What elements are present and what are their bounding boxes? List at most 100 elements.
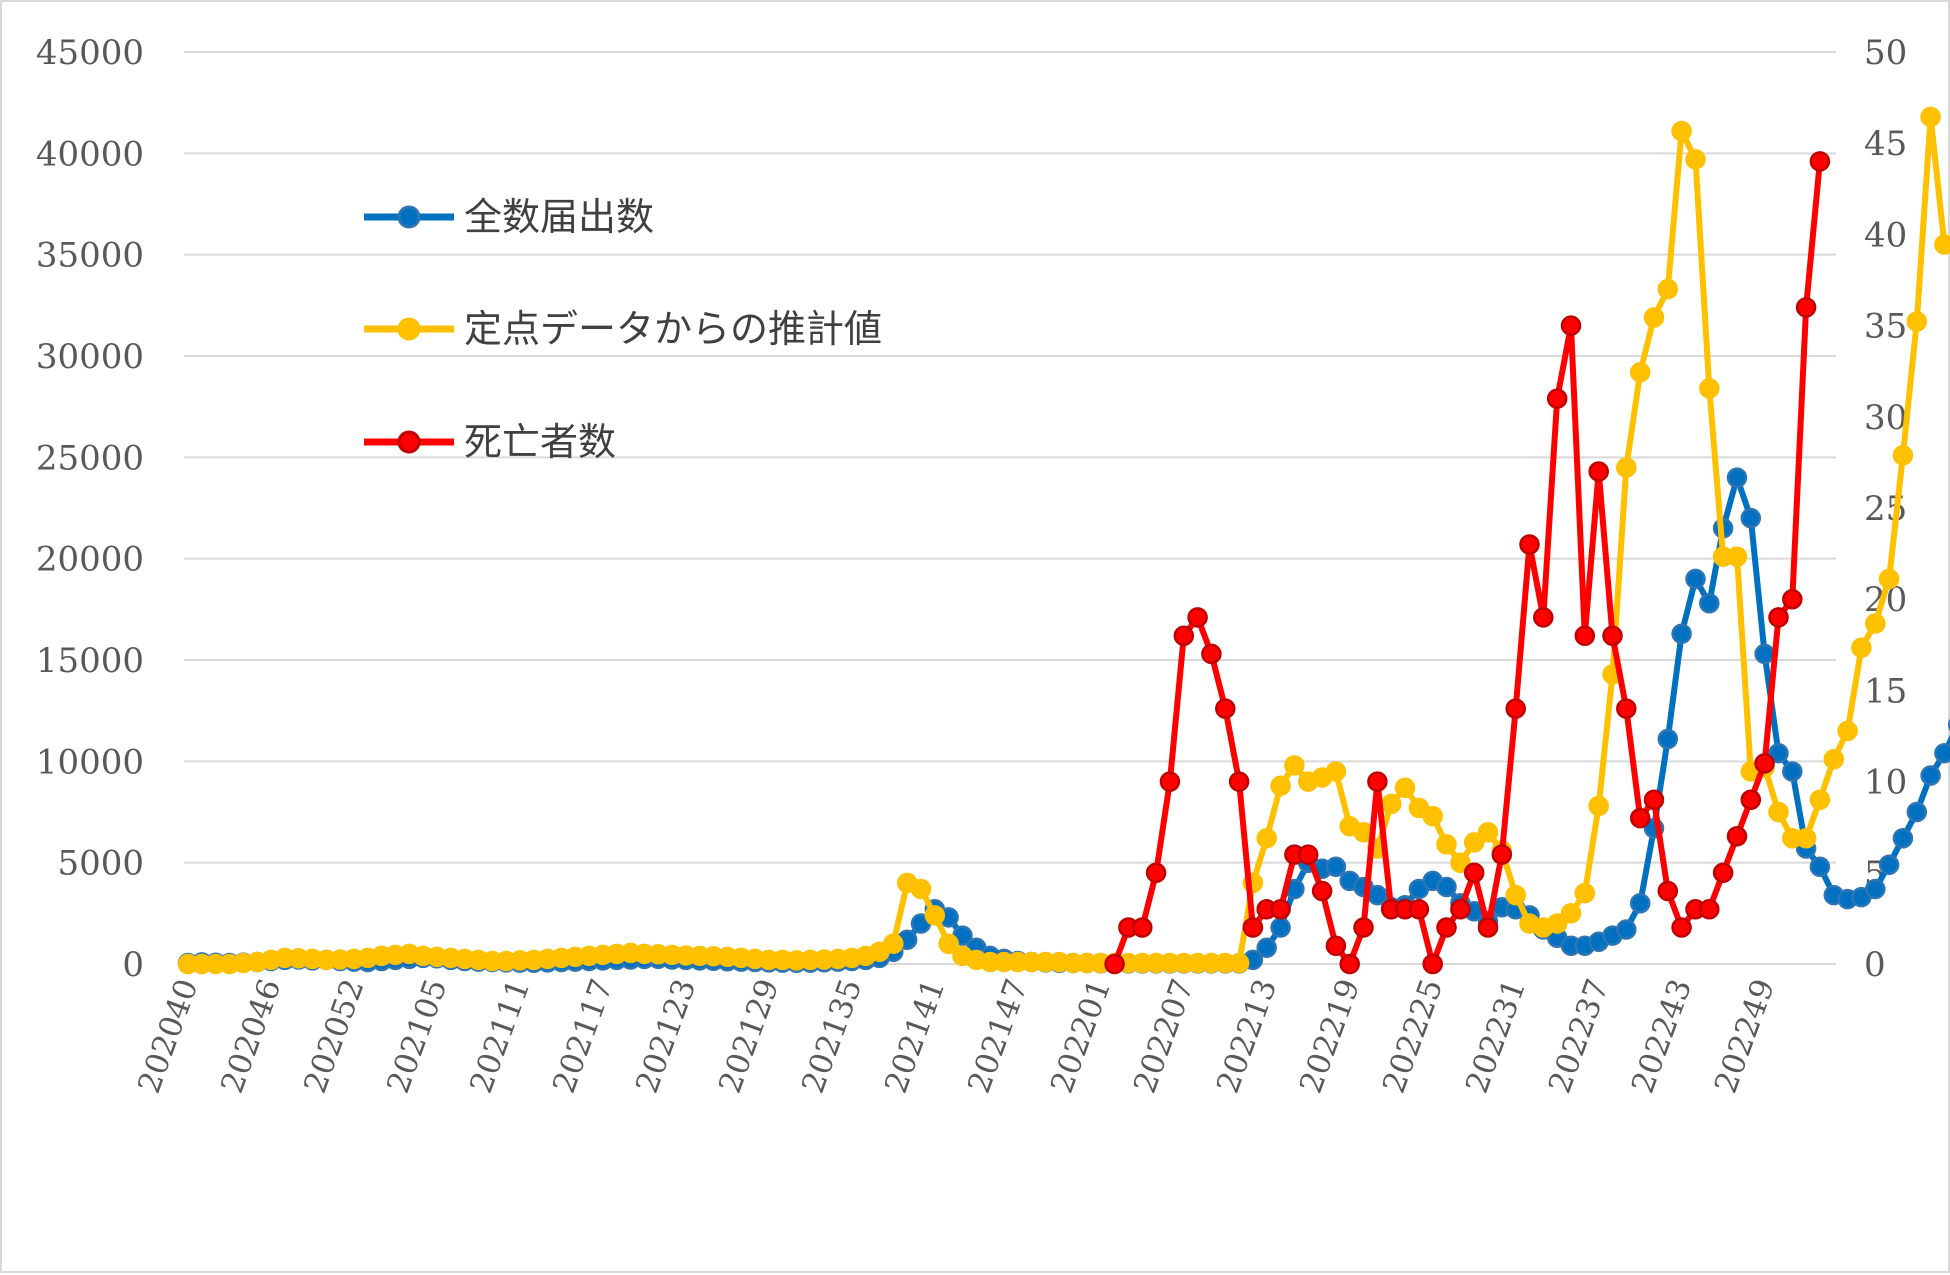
- series-0-point-115: [1768, 742, 1789, 764]
- series-1-point-112: [1726, 546, 1748, 567]
- series-2-point-41: [1671, 917, 1692, 938]
- x-tick-label-8: 202135: [795, 974, 869, 1098]
- series-2-point-0: [1104, 953, 1125, 975]
- series-0-point-105: [1629, 892, 1651, 914]
- series-1-point-53: [910, 878, 932, 900]
- legend-marker-1: [397, 317, 421, 341]
- x-tick-label-2: 202052: [297, 974, 371, 1098]
- series-2-point-10: [1242, 917, 1264, 938]
- series-2-point-25: [1450, 899, 1471, 920]
- series-1-point-124: [1892, 445, 1914, 466]
- series-2-point-37: [1616, 698, 1637, 719]
- legend-label-1: 定点データからの推計値: [464, 307, 882, 351]
- series-1-point-78: [1256, 828, 1277, 849]
- series-0-point-113: [1740, 507, 1762, 529]
- series-2-point-50: [1795, 297, 1817, 318]
- series-1-point-108: [1671, 120, 1692, 142]
- series-2-point-43: [1699, 899, 1720, 920]
- series-line-0: [187, 474, 1950, 967]
- y-left-tick-label-5: 25000: [36, 438, 144, 478]
- series-1-point-90: [1422, 805, 1443, 827]
- series-2-point-15: [1311, 880, 1333, 902]
- series-0-point-83: [1325, 856, 1347, 877]
- series-0-point-107: [1657, 728, 1679, 750]
- x-tick-label-3: 202105: [380, 974, 454, 1098]
- series-1-point-125: [1906, 311, 1928, 332]
- series-2-point-18: [1353, 917, 1374, 938]
- series-0-point-123: [1878, 854, 1900, 875]
- series-1-point-122: [1865, 613, 1886, 634]
- series-1: [177, 106, 1950, 975]
- series-2-point-6: [1187, 607, 1208, 628]
- series-1-point-100: [1560, 903, 1582, 924]
- series-2-point-14: [1297, 844, 1319, 865]
- series-2-point-35: [1588, 461, 1609, 482]
- series-2-point-51: [1809, 151, 1831, 172]
- series-2-point-28: [1491, 844, 1513, 865]
- series-2-point-27: [1477, 917, 1499, 938]
- series-0-point-124: [1892, 828, 1914, 849]
- y-right-tick-label-2: 10: [1864, 763, 1907, 803]
- x-tick-label-11: 202201: [1044, 974, 1118, 1098]
- x-tick-label-10: 202147: [961, 974, 1035, 1098]
- series-2-point-23: [1422, 953, 1443, 975]
- series-2-point-46: [1740, 789, 1762, 811]
- series-2-point-49: [1782, 588, 1803, 610]
- series-1-point-117: [1795, 828, 1817, 849]
- x-tick-label-18: 202243: [1625, 974, 1699, 1098]
- y-left-tick-label-8: 40000: [36, 134, 144, 174]
- series-1-point-93: [1463, 832, 1485, 853]
- series-1-point-94: [1477, 822, 1499, 843]
- x-tick-label-16: 202231: [1459, 974, 1533, 1098]
- series-1-point-96: [1505, 884, 1526, 906]
- legend-label-2: 死亡者数: [464, 420, 616, 464]
- x-tick-label-17: 202237: [1542, 974, 1616, 1098]
- legend: 全数届出数 定点データからの推計値 死亡者数: [364, 195, 882, 464]
- y-right-tick-label-3: 15: [1864, 671, 1907, 711]
- series-1-point-126: [1920, 106, 1941, 128]
- series-2-point-22: [1408, 899, 1430, 920]
- series-1-point-101: [1574, 882, 1596, 904]
- x-tick-label-0: 202040: [131, 974, 205, 1098]
- series-1-point-55: [938, 933, 959, 954]
- series-2-point-29: [1505, 698, 1526, 719]
- series-0-point-108: [1671, 623, 1692, 644]
- series-2-point-8: [1215, 698, 1236, 719]
- y-right-tick-label-0: 0: [1864, 945, 1886, 985]
- x-tick-label-6: 202123: [629, 974, 703, 1098]
- series-2-point-2: [1132, 917, 1153, 938]
- series-2-point-4: [1159, 771, 1181, 792]
- x-tick-label-9: 202141: [878, 974, 952, 1098]
- series-0-point-110: [1699, 593, 1720, 614]
- series-2-point-3: [1145, 862, 1167, 884]
- series-2-point-5: [1173, 625, 1195, 646]
- series-2-point-26: [1463, 862, 1485, 884]
- series-0: [177, 467, 1950, 974]
- x-tick-label-13: 202213: [1210, 974, 1284, 1098]
- y-left-tick-label-9: 45000: [36, 33, 144, 73]
- y-right-tick-label-9: 45: [1864, 124, 1907, 164]
- y-left-tick-label-1: 5000: [57, 844, 144, 884]
- left-y-axis: 0 5000 10000 15000 20000 25000 30000 35000 40000…: [36, 33, 144, 985]
- series-2-point-16: [1325, 935, 1347, 957]
- series-1-point-121: [1851, 637, 1872, 659]
- series-2-point-45: [1726, 826, 1748, 847]
- series-1-point-120: [1837, 720, 1858, 742]
- series-1-point-102: [1588, 795, 1609, 817]
- y-left-tick-label-0: 0: [122, 945, 144, 985]
- series-2: [1104, 151, 1831, 975]
- series-1-point-123: [1878, 568, 1900, 590]
- x-tick-label-12: 202207: [1127, 974, 1201, 1098]
- series-line-1: [188, 113, 1948, 967]
- y-right-tick-label-6: 30: [1864, 398, 1907, 438]
- legend-item-1: 定点データからの推計値: [364, 307, 882, 351]
- series-1-point-104: [1616, 457, 1637, 478]
- series-1-point-119: [1823, 749, 1845, 770]
- y-right-tick-label-8: 40: [1864, 215, 1907, 255]
- series-2-point-30: [1519, 534, 1540, 555]
- series-1-point-79: [1270, 775, 1291, 796]
- gridlines: [184, 51, 1836, 965]
- series-1-point-105: [1629, 361, 1651, 383]
- series-1-point-127: [1934, 234, 1950, 255]
